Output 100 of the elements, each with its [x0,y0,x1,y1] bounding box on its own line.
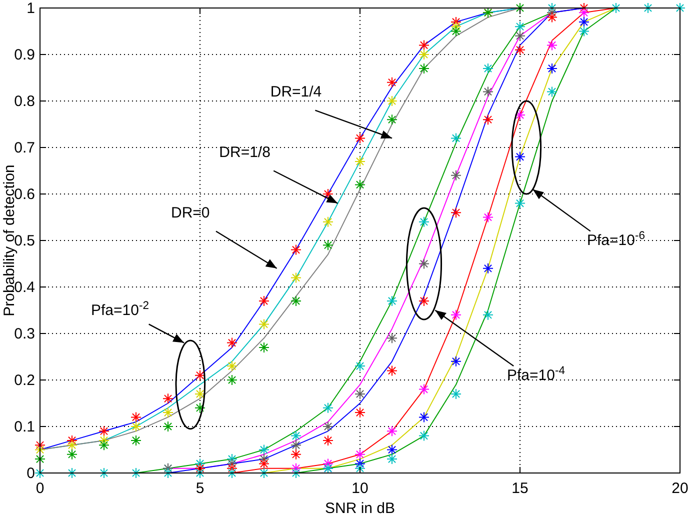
point [322,216,334,228]
point [130,421,142,432]
y-tick-label: 0.7 [14,140,35,156]
point [546,62,558,74]
y-tick-label: 1 [26,0,35,17]
point [322,188,334,200]
y-tick-label: 0 [26,465,35,482]
point [194,458,206,470]
point [418,258,430,270]
point [130,434,142,446]
point [418,62,430,74]
point [290,440,302,451]
point [450,356,462,367]
point [450,388,462,400]
point [578,7,590,18]
point [578,26,590,37]
point [226,468,238,478]
point [418,295,430,306]
point [194,388,206,400]
point [258,444,270,456]
point [546,86,558,98]
point [290,272,302,284]
point [450,132,462,144]
point [450,26,462,37]
annotation: DR=1/8 [219,144,270,161]
point [194,370,206,381]
point [290,244,302,256]
point [674,2,686,14]
point [66,434,78,446]
point [130,412,142,423]
point [354,407,366,418]
point [354,156,366,167]
point [322,434,334,446]
point [386,76,398,88]
point [322,458,334,470]
y-tick-label: 0.6 [14,186,35,203]
point [386,444,398,456]
annotation: DR=1/4 [270,83,322,100]
point [322,402,334,414]
point [482,262,494,274]
point [514,30,526,42]
point [418,384,430,395]
point [354,458,366,470]
annotation: Pfa=10$^{-4}$ [507,365,565,384]
point [290,295,302,306]
point [578,16,590,28]
point [514,44,526,56]
point [514,2,526,14]
point [482,309,494,320]
point [354,179,366,190]
point [162,421,174,432]
point [290,468,302,478]
point [258,342,270,353]
annotation: Pfa=10$^{-6}$ [587,230,645,250]
y-tick-label: 0.3 [14,326,35,342]
point [546,40,558,51]
point [98,440,110,451]
point [226,374,238,386]
point [546,12,558,23]
point [290,430,302,442]
point [514,21,526,32]
point [450,309,462,320]
point [514,198,526,209]
point [610,2,622,14]
point [514,151,526,162]
point [98,426,110,437]
point [482,212,494,223]
point [482,86,494,98]
y-tick-label: 0.2 [14,372,35,389]
point [162,407,174,418]
point [482,62,494,74]
point [258,318,270,330]
point [322,240,334,251]
point [354,462,366,474]
point [290,448,302,460]
point [66,448,78,460]
point [386,454,398,465]
x-tick-label: 10 [352,480,368,497]
point [354,388,366,400]
point [66,468,78,478]
x-tick-label: 5 [196,480,204,497]
point [258,468,270,478]
annotation: Pfa=10$^{-2}$ [91,300,149,319]
point [418,430,430,442]
point [322,421,334,432]
x-tick-label: 15 [512,480,528,497]
point [418,412,430,423]
point [34,444,46,456]
point [258,295,270,306]
y-tick-label: 0.8 [14,93,35,110]
point [354,132,366,144]
y-tick-label: 0.1 [14,418,35,436]
point [66,440,78,451]
point [418,216,430,228]
point [482,114,494,126]
point [258,458,270,470]
point [226,337,238,348]
point [226,462,238,474]
point [226,360,238,372]
point [386,332,398,344]
